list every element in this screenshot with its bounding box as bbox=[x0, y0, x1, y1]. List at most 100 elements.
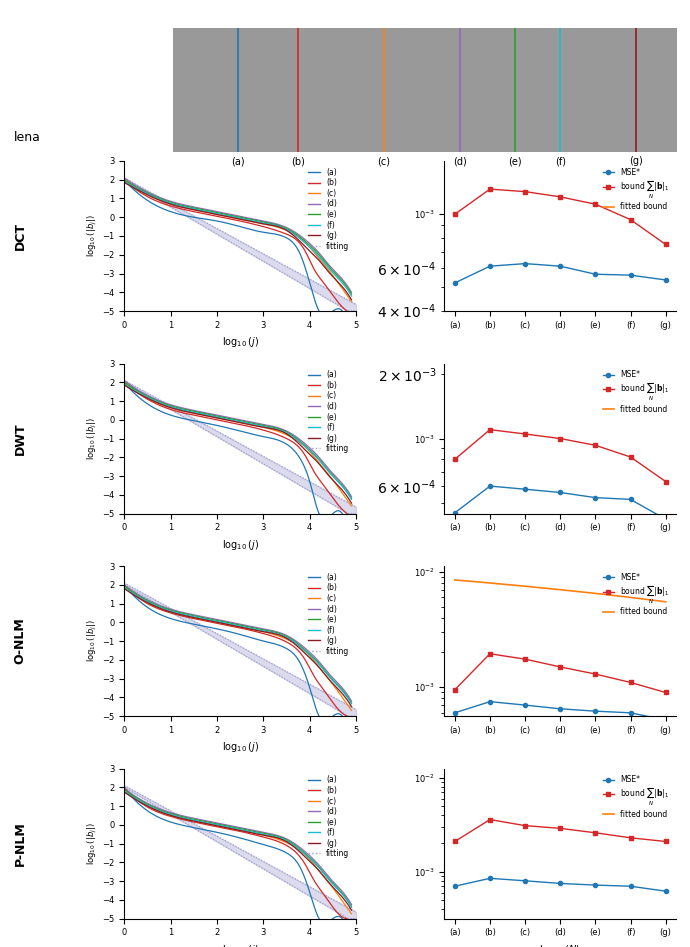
MSE* bbox=[591, 269, 600, 280]
fitted bound bbox=[451, 574, 459, 585]
fitted bound bbox=[662, 93, 670, 104]
Text: DWT: DWT bbox=[14, 422, 27, 455]
fitted bound bbox=[556, 712, 564, 724]
Text: DCT: DCT bbox=[14, 222, 27, 250]
MSE* bbox=[627, 270, 635, 281]
X-axis label: $\log_{10}(N)$: $\log_{10}(N)$ bbox=[540, 943, 581, 947]
bound $\sum_N |\mathbf{b}|_1$ bbox=[451, 836, 459, 848]
bound $\sum_N |\mathbf{b}|_1$ bbox=[556, 433, 564, 444]
X-axis label: $\log_{10}(j)$: $\log_{10}(j)$ bbox=[221, 335, 259, 349]
Text: O-NLM: O-NLM bbox=[14, 617, 27, 665]
MSE* bbox=[486, 872, 494, 884]
MSE* bbox=[662, 513, 670, 525]
bound $\sum_N |\mathbf{b}|_1$ bbox=[627, 832, 635, 844]
Line: MSE*: MSE* bbox=[453, 876, 668, 893]
MSE* bbox=[627, 707, 635, 719]
fitted bound bbox=[627, 716, 635, 727]
Line: MSE*: MSE* bbox=[453, 484, 668, 522]
bound $\sum_N |\mathbf{b}|_1$ bbox=[662, 239, 670, 250]
MSE* bbox=[521, 700, 529, 711]
fitted bound bbox=[556, 348, 564, 359]
Y-axis label: $\log_{10}(|b_j|)$: $\log_{10}(|b_j|)$ bbox=[86, 619, 99, 662]
MSE* bbox=[451, 508, 459, 519]
bound $\sum_N |\mathbf{b}|_1$ bbox=[486, 648, 494, 659]
bound $\sum_N |\mathbf{b}|_1$ bbox=[451, 208, 459, 220]
Text: (a): (a) bbox=[231, 156, 245, 167]
Line: bound $\sum_N |\mathbf{b}|_1$: bound $\sum_N |\mathbf{b}|_1$ bbox=[453, 428, 668, 484]
bound $\sum_N |\mathbf{b}|_1$ bbox=[662, 836, 670, 848]
bound $\sum_N |\mathbf{b}|_1$ bbox=[591, 669, 600, 680]
fitted bound bbox=[591, 93, 600, 104]
Line: bound $\sum_N |\mathbf{b}|_1$: bound $\sum_N |\mathbf{b}|_1$ bbox=[453, 817, 668, 844]
bound $\sum_N |\mathbf{b}|_1$ bbox=[521, 428, 529, 439]
fitted bound bbox=[486, 708, 494, 720]
fitted bound bbox=[591, 348, 600, 359]
Text: (f): (f) bbox=[555, 156, 566, 167]
bound $\sum_N |\mathbf{b}|_1$ bbox=[662, 687, 670, 698]
Line: fitted bound: fitted bound bbox=[455, 580, 666, 601]
Text: (d): (d) bbox=[453, 156, 466, 167]
MSE* bbox=[521, 484, 529, 495]
MSE* bbox=[451, 707, 459, 719]
MSE* bbox=[556, 703, 564, 714]
Text: (e): (e) bbox=[509, 156, 522, 167]
bound $\sum_N |\mathbf{b}|_1$ bbox=[556, 191, 564, 203]
Legend: (a), (b), (c), (d), (e), (f), (g), fitting: (a), (b), (c), (d), (e), (f), (g), fitti… bbox=[306, 570, 353, 659]
bound $\sum_N |\mathbf{b}|_1$ bbox=[662, 475, 670, 487]
MSE* bbox=[556, 260, 564, 272]
fitted bound bbox=[591, 714, 600, 725]
X-axis label: $\log_{10}(j)$: $\log_{10}(j)$ bbox=[221, 943, 259, 947]
fitted bound bbox=[556, 93, 564, 104]
MSE* bbox=[556, 487, 564, 498]
bound $\sum_N |\mathbf{b}|_1$ bbox=[627, 452, 635, 463]
MSE* bbox=[521, 258, 529, 269]
Line: bound $\sum_N |\mathbf{b}|_1$: bound $\sum_N |\mathbf{b}|_1$ bbox=[453, 652, 668, 694]
MSE* bbox=[662, 885, 670, 897]
bound $\sum_N |\mathbf{b}|_1$ bbox=[591, 199, 600, 210]
bound $\sum_N |\mathbf{b}|_1$ bbox=[521, 820, 529, 831]
MSE* bbox=[591, 706, 600, 717]
MSE* bbox=[486, 480, 494, 491]
fitted bound bbox=[662, 718, 670, 729]
fitted bound bbox=[662, 348, 670, 359]
Text: P-NLM: P-NLM bbox=[14, 821, 27, 866]
Line: MSE*: MSE* bbox=[453, 700, 668, 722]
Text: lena: lena bbox=[14, 131, 41, 144]
bound $\sum_N |\mathbf{b}|_1$ bbox=[521, 186, 529, 197]
Text: (b): (b) bbox=[291, 156, 306, 167]
bound $\sum_N |\mathbf{b}|_1$ bbox=[521, 653, 529, 665]
Legend: MSE*, bound $\sum_N |\mathbf{b}|_1$, fitted bound: MSE*, bound $\sum_N |\mathbf{b}|_1$, fit… bbox=[600, 165, 672, 214]
fitted bound bbox=[521, 93, 529, 104]
fitted bound bbox=[662, 596, 670, 607]
fitted bound bbox=[627, 592, 635, 603]
MSE* bbox=[627, 881, 635, 892]
Line: fitted bound: fitted bound bbox=[455, 712, 666, 724]
MSE* bbox=[591, 880, 600, 891]
fitted bound bbox=[486, 578, 494, 589]
bound $\sum_N |\mathbf{b}|_1$ bbox=[556, 823, 564, 834]
fitted bound bbox=[451, 93, 459, 104]
fitted bound bbox=[627, 93, 635, 104]
MSE* bbox=[662, 714, 670, 725]
Legend: (a), (b), (c), (d), (e), (f), (g), fitting: (a), (b), (c), (d), (e), (f), (g), fitti… bbox=[306, 165, 353, 254]
fitted bound bbox=[521, 710, 529, 722]
fitted bound bbox=[556, 584, 564, 596]
Line: MSE*: MSE* bbox=[453, 261, 668, 285]
fitted bound bbox=[486, 93, 494, 104]
Y-axis label: $\log_{10}(|b_j|)$: $\log_{10}(|b_j|)$ bbox=[86, 215, 99, 258]
fitted bound bbox=[451, 348, 459, 359]
MSE* bbox=[662, 275, 670, 286]
Legend: MSE*, bound $\sum_N |\mathbf{b}|_1$, fitted bound: MSE*, bound $\sum_N |\mathbf{b}|_1$, fit… bbox=[600, 367, 672, 417]
MSE* bbox=[451, 277, 459, 289]
MSE* bbox=[521, 875, 529, 886]
bound $\sum_N |\mathbf{b}|_1$ bbox=[556, 661, 564, 672]
bound $\sum_N |\mathbf{b}|_1$ bbox=[451, 684, 459, 695]
X-axis label: $\log_{10}(j)$: $\log_{10}(j)$ bbox=[221, 538, 259, 552]
bound $\sum_N |\mathbf{b}|_1$ bbox=[627, 214, 635, 225]
Text: (c): (c) bbox=[377, 156, 391, 167]
bound $\sum_N |\mathbf{b}|_1$ bbox=[486, 184, 494, 195]
fitted bound bbox=[521, 348, 529, 359]
MSE* bbox=[556, 878, 564, 889]
bound $\sum_N |\mathbf{b}|_1$ bbox=[451, 454, 459, 465]
fitted bound bbox=[521, 581, 529, 592]
